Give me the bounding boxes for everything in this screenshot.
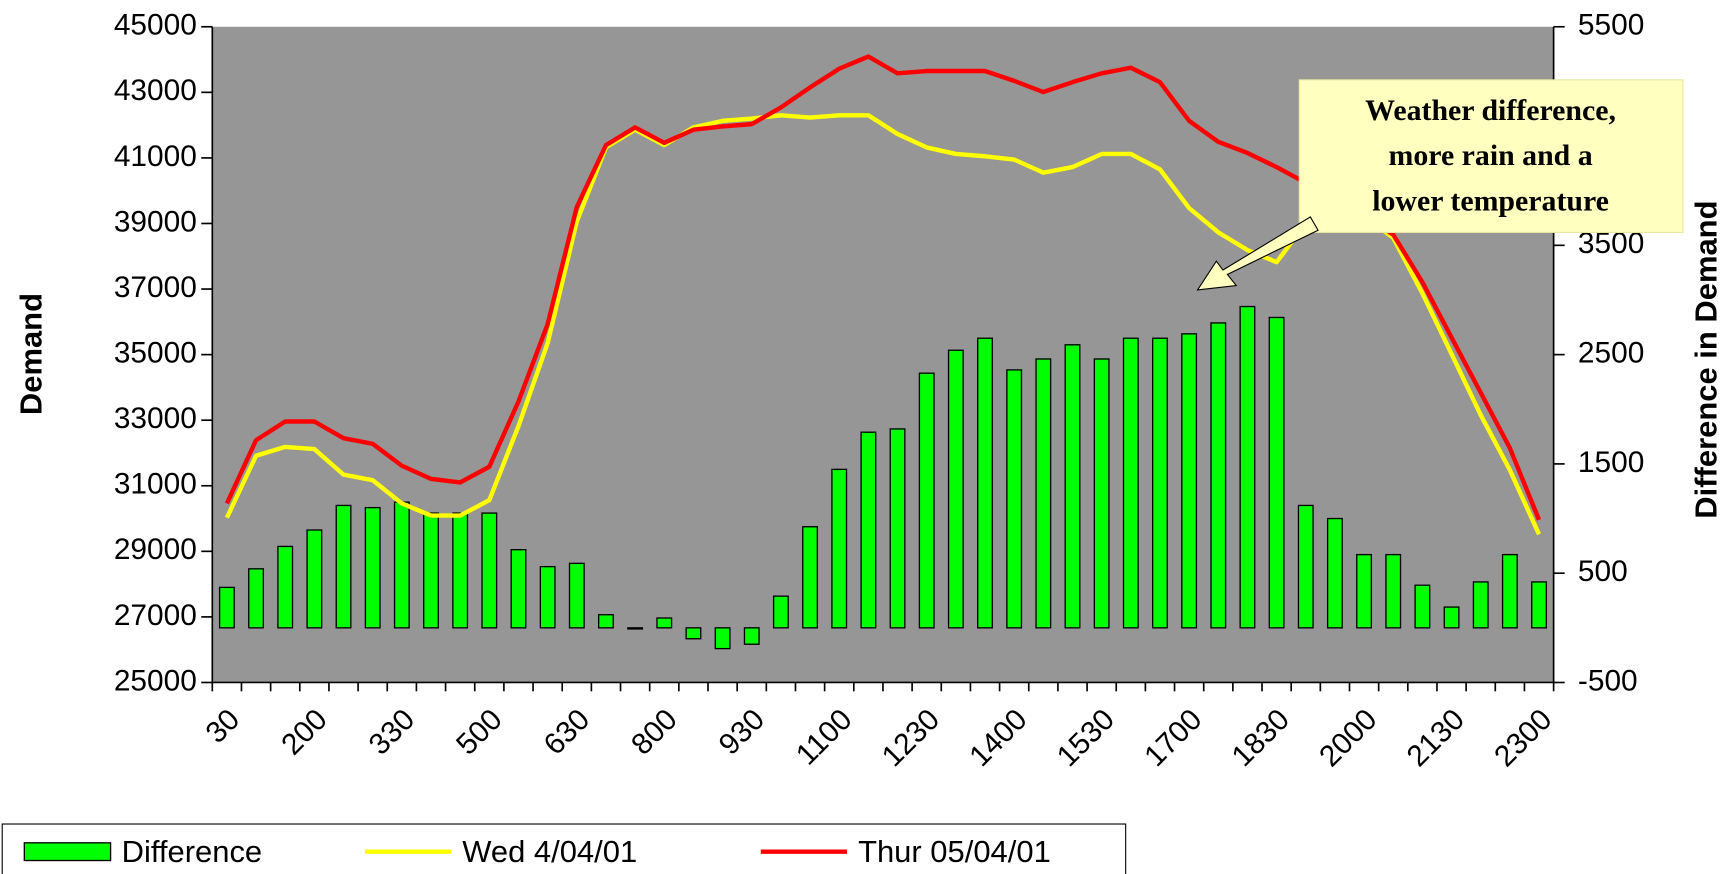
annotation-text: Weather difference, (1365, 94, 1616, 127)
bar (393, 501, 410, 629)
x-tick-label: 1530 (1051, 703, 1121, 773)
bar (481, 512, 498, 629)
bar (568, 562, 585, 629)
annotation-text: lower temperature (1372, 185, 1609, 218)
legend-label: Thur 05/04/01 (858, 834, 1051, 869)
y-tick-label: 25000 (114, 664, 197, 697)
bar (1531, 581, 1547, 629)
bar (335, 504, 352, 629)
bar (1268, 316, 1285, 629)
bar (685, 627, 702, 640)
bar (1064, 344, 1081, 629)
y-tick-label: 35000 (114, 337, 197, 370)
legend-label: Difference (122, 834, 263, 869)
bar (947, 349, 964, 629)
y2-tick-label: 5500 (1578, 9, 1644, 42)
y2-axis-title: Difference in Demand (1689, 200, 1724, 518)
x-tick-label: 2300 (1488, 703, 1558, 773)
annotation-arrow (1196, 216, 1319, 291)
bar (889, 428, 906, 629)
bar (1181, 333, 1198, 629)
annotation-box (1298, 79, 1684, 233)
x-tick-label: 2130 (1401, 703, 1471, 773)
y2-tick-label: 2500 (1578, 337, 1644, 370)
bar (597, 614, 614, 629)
bar (452, 512, 469, 629)
y-tick-label: 29000 (114, 533, 197, 566)
bar (248, 568, 264, 629)
x-tick-label: 330 (363, 703, 422, 762)
y2-tick-label: 500 (1578, 555, 1628, 588)
y-tick-label: 45000 (114, 9, 197, 42)
bar (860, 431, 877, 629)
legend: Difference Wed 4/04/01 Thur 05/04/01 (1, 823, 1127, 874)
bar (1443, 606, 1460, 629)
bar (510, 549, 527, 629)
y-tick-label: 39000 (114, 205, 197, 238)
x-tick-label: 1830 (1226, 703, 1296, 773)
bar (1122, 337, 1139, 629)
bar (1356, 553, 1373, 629)
bar (918, 372, 935, 629)
bar (1472, 581, 1489, 629)
bar (831, 468, 848, 629)
bar (714, 627, 731, 650)
x-tick-label: 800 (625, 703, 684, 762)
x-tick-label: 1100 (790, 703, 859, 772)
bar (1326, 517, 1343, 629)
bar (218, 586, 235, 629)
y-tick-label: 43000 (114, 74, 197, 107)
x-tick-label: 1400 (963, 703, 1033, 773)
y2-tick-label: -500 (1578, 664, 1638, 697)
bar (1414, 584, 1431, 629)
y-tick-label: 41000 (114, 140, 197, 173)
bar (1035, 358, 1052, 629)
bar (627, 627, 644, 630)
annotation-text: more rain and a (1388, 139, 1592, 172)
bar (1210, 322, 1227, 629)
bar (656, 617, 673, 629)
bar (977, 337, 993, 629)
legend-label: Wed 4/04/01 (462, 834, 637, 869)
bar (743, 627, 760, 645)
x-tick-label: 630 (538, 703, 597, 762)
x-tick-label: 200 (275, 703, 334, 762)
bar (1093, 358, 1110, 629)
bar (277, 545, 294, 629)
x-tick-label: 30 (199, 703, 246, 750)
y2-tick-label: 1500 (1578, 446, 1644, 479)
annotation: Weather difference, more rain and a lowe… (1196, 79, 1684, 291)
bar (364, 506, 381, 629)
y-tick-label: 31000 (114, 468, 197, 501)
y-axis-title: Demand (13, 293, 48, 415)
plot-layer: -50050015002500350045005500 (218, 9, 1644, 697)
bar (306, 529, 323, 629)
bar (539, 565, 556, 629)
legend-swatch (23, 842, 112, 862)
bar (423, 512, 439, 629)
x-tick-label: 1700 (1138, 703, 1208, 773)
bar (1239, 305, 1256, 629)
y-tick-label: 33000 (114, 402, 197, 435)
bar (1006, 369, 1023, 629)
x-tick-label: 2000 (1313, 703, 1383, 773)
x-tick-label: 1230 (876, 703, 946, 773)
bar (1297, 504, 1314, 629)
bar (772, 595, 789, 629)
bar (1501, 553, 1518, 629)
bar (1385, 553, 1402, 629)
legend-box (1, 823, 1127, 874)
y-tick-label: 27000 (114, 599, 197, 632)
bar (802, 526, 819, 629)
x-tick-label: 930 (713, 703, 772, 762)
y-tick-label: 37000 (114, 271, 197, 304)
x-tick-label: 500 (450, 703, 509, 762)
bar (1152, 337, 1168, 629)
